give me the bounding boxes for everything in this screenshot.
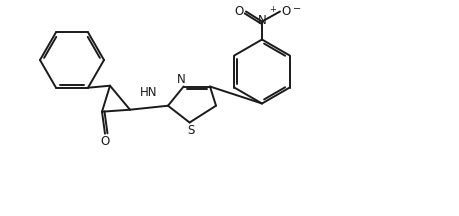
Text: +: + — [269, 5, 275, 14]
Text: O: O — [281, 5, 290, 18]
Text: HN: HN — [140, 86, 157, 99]
Text: O: O — [100, 135, 109, 148]
Text: −: − — [292, 3, 301, 14]
Text: N: N — [177, 73, 185, 86]
Text: S: S — [186, 124, 194, 137]
Text: N: N — [257, 14, 266, 27]
Text: O: O — [234, 5, 243, 18]
